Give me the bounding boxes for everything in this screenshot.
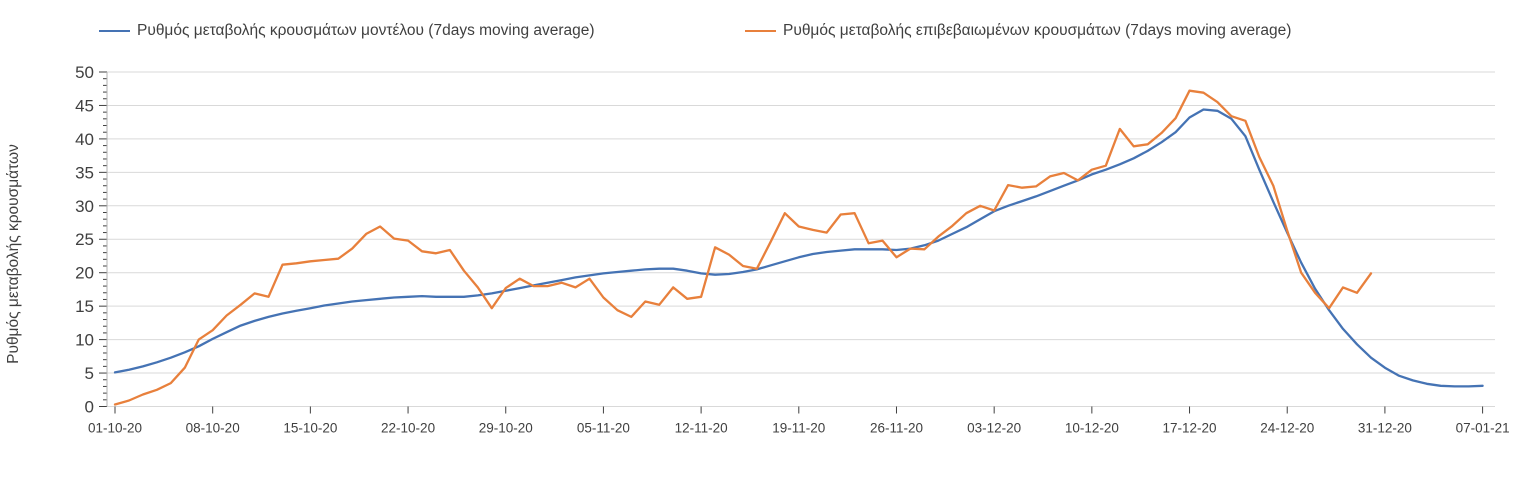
- gridlines: [107, 71, 1495, 407]
- series-line-confirmed[interactable]: [113, 89, 1373, 406]
- y-tick-label: 50: [75, 63, 94, 82]
- y-tick-label: 40: [75, 130, 94, 149]
- series-lines: [113, 89, 1484, 406]
- y-tick-label: 25: [75, 230, 94, 249]
- legend-line-confirmed-icon: [745, 30, 776, 32]
- x-tick-label: 24-12-20: [1260, 421, 1314, 436]
- x-tick-label: 07-01-21: [1456, 421, 1510, 436]
- x-tick-label: 29-10-20: [479, 421, 533, 436]
- legend-label-model: Ρυθμός μεταβολής κρουσμάτων μοντέλου (7d…: [137, 22, 595, 39]
- x-tick-label: 01-10-20: [88, 421, 142, 436]
- x-tick-label: 10-12-20: [1065, 421, 1119, 436]
- legend-line-model-icon: [99, 30, 130, 32]
- legend-item-confirmed[interactable]: Ρυθμός μεταβολής επιβεβαιωμένων κρουσμάτ…: [745, 22, 1291, 40]
- x-tick-label: 03-12-20: [967, 421, 1021, 436]
- y-axis: 0 5 10 15 20 25 30 35 40 45 50: [75, 63, 108, 416]
- x-tick-label: 15-10-20: [283, 421, 337, 436]
- chart-legend: Ρυθμός μεταβολής κρουσμάτων μοντέλου (7d…: [0, 22, 1531, 46]
- y-tick-label: 0: [85, 397, 94, 416]
- y-tick-label: 15: [75, 297, 94, 316]
- x-tick-label: 17-12-20: [1163, 421, 1217, 436]
- x-tick-label: 19-11-20: [772, 421, 825, 436]
- x-axis: 01-10-20 08-10-20 15-10-20 22-10-20 29-10-20…: [88, 406, 1510, 436]
- x-tick-label: 31-12-20: [1358, 421, 1412, 436]
- y-tick-label: 10: [75, 331, 94, 350]
- x-tick-label: 08-10-20: [186, 421, 240, 436]
- x-tick-label: 05-11-20: [577, 421, 630, 436]
- y-tick-label: 45: [75, 96, 94, 115]
- y-tick-label: 20: [75, 264, 94, 283]
- x-tick-label: 22-10-20: [381, 421, 435, 436]
- legend-item-model[interactable]: Ρυθμός μεταβολής κρουσμάτων μοντέλου (7d…: [99, 22, 595, 40]
- legend-label-confirmed: Ρυθμός μεταβολής επιβεβαιωμένων κρουσμάτ…: [783, 22, 1292, 39]
- x-tick-label: 26-11-20: [870, 421, 923, 436]
- x-tick-label: 12-11-20: [675, 421, 728, 436]
- y-tick-label: 5: [85, 364, 94, 383]
- series-line-model[interactable]: [113, 108, 1484, 388]
- y-tick-label: 30: [75, 197, 94, 216]
- y-tick-label: 35: [75, 163, 94, 182]
